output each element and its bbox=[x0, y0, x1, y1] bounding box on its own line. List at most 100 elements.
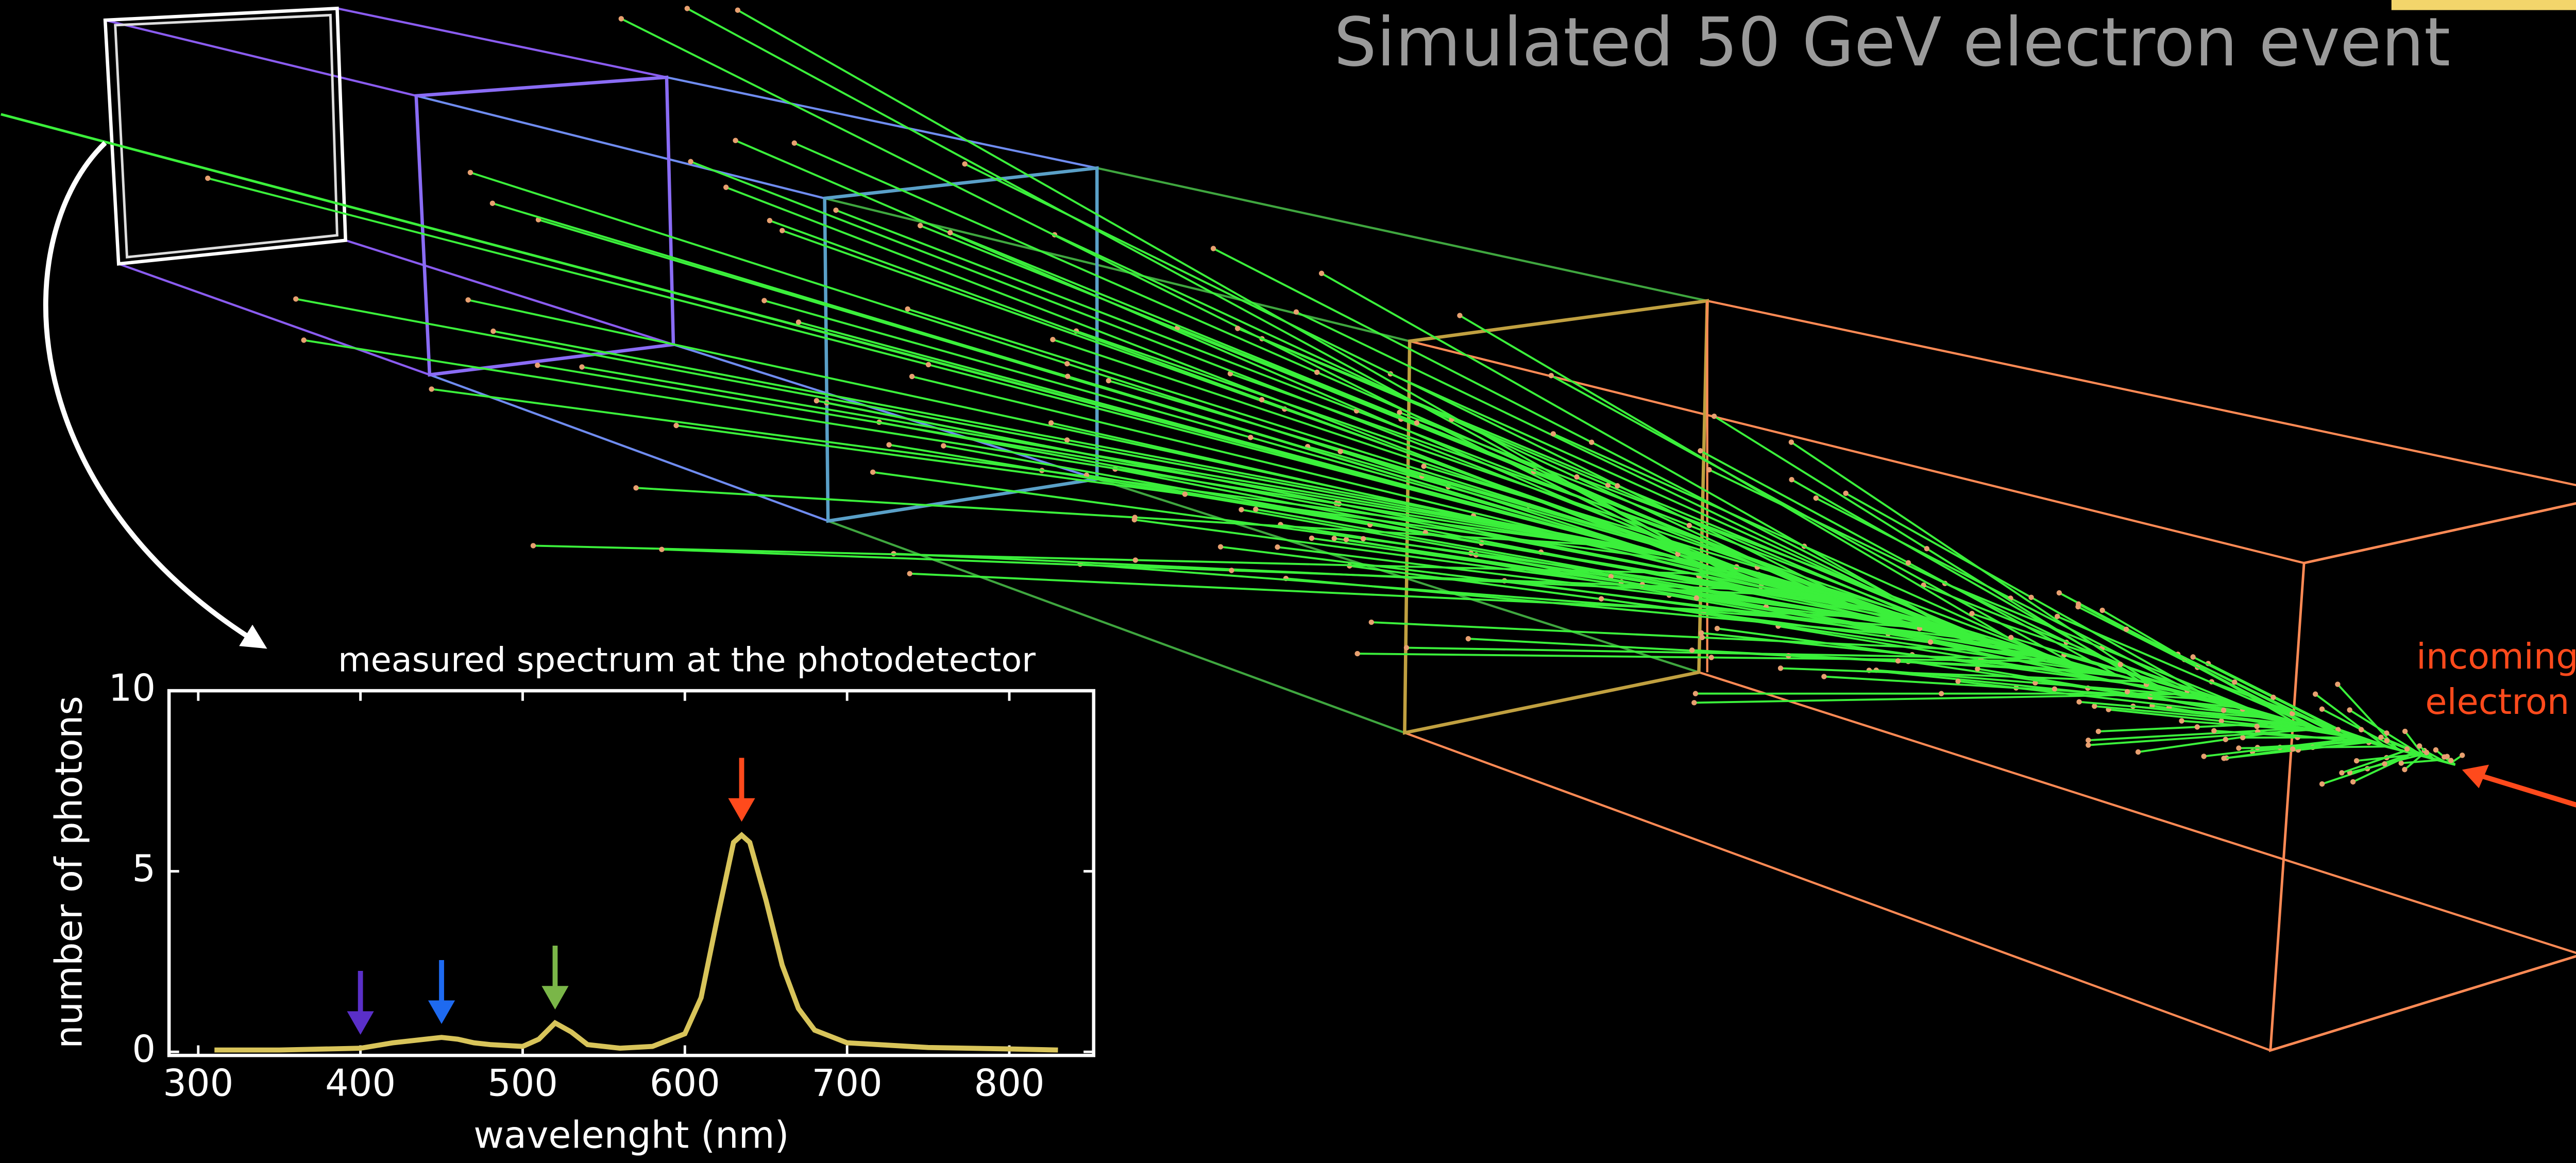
hit bbox=[2124, 627, 2129, 632]
hit bbox=[1314, 370, 1319, 375]
hit bbox=[535, 363, 540, 368]
hit bbox=[1928, 639, 1933, 644]
hit bbox=[468, 170, 473, 175]
hit bbox=[767, 218, 772, 223]
hit bbox=[1457, 313, 1462, 318]
hit bbox=[688, 159, 693, 164]
hit bbox=[1711, 414, 1717, 419]
hit bbox=[2190, 654, 2195, 659]
hit bbox=[1182, 491, 1188, 497]
hit bbox=[2319, 781, 2325, 786]
hit bbox=[2236, 745, 2241, 750]
x-axis-label: wavelenght (nm) bbox=[473, 1114, 789, 1157]
annotation: electron bbox=[2425, 681, 2569, 723]
hit bbox=[579, 364, 584, 369]
annotation: incoming bbox=[2416, 636, 2576, 677]
hit bbox=[2232, 679, 2237, 685]
hit bbox=[761, 298, 767, 303]
hit bbox=[2290, 746, 2295, 751]
hit bbox=[1050, 337, 1055, 342]
hit bbox=[2350, 779, 2355, 784]
hit bbox=[1294, 309, 1299, 314]
hit bbox=[1969, 611, 1974, 616]
hit bbox=[2179, 718, 2184, 723]
hit bbox=[2402, 767, 2407, 772]
hit bbox=[1466, 636, 1471, 641]
hit bbox=[1259, 397, 1264, 402]
hit bbox=[1615, 483, 1620, 488]
hit bbox=[2221, 756, 2226, 761]
hit bbox=[1549, 373, 1554, 378]
hit bbox=[1048, 420, 1054, 425]
hit bbox=[1064, 437, 1070, 442]
hit bbox=[723, 184, 728, 190]
hit bbox=[2028, 595, 2033, 600]
hit bbox=[926, 362, 931, 367]
hit bbox=[779, 228, 785, 233]
x-tick-label: 300 bbox=[163, 1061, 233, 1104]
hit bbox=[2445, 754, 2450, 759]
hit bbox=[1064, 361, 1070, 366]
hit bbox=[1694, 595, 1699, 601]
hit bbox=[918, 223, 923, 228]
hit bbox=[531, 543, 536, 548]
hit bbox=[1843, 491, 1848, 496]
hit bbox=[1332, 536, 1337, 541]
hit bbox=[1698, 448, 1703, 453]
hit bbox=[2057, 590, 2062, 595]
hit bbox=[2460, 752, 2465, 758]
hit bbox=[1421, 464, 1426, 469]
x-tick-label: 800 bbox=[974, 1061, 1045, 1104]
hit bbox=[2359, 727, 2364, 732]
hit bbox=[619, 16, 624, 21]
hit bbox=[1789, 477, 1794, 482]
hit bbox=[1211, 246, 1216, 251]
hit bbox=[2378, 734, 2383, 740]
hit bbox=[735, 8, 740, 13]
hit bbox=[796, 319, 801, 324]
page: Simulated 50 GeV electron event incoming… bbox=[0, 0, 2576, 1163]
hit bbox=[2313, 691, 2318, 696]
hit bbox=[1319, 271, 1324, 276]
hit bbox=[1589, 439, 1594, 444]
hit bbox=[1574, 474, 1579, 480]
hit bbox=[2319, 707, 2325, 712]
hit bbox=[1106, 378, 1111, 383]
hit bbox=[1309, 536, 1314, 541]
hit bbox=[2354, 758, 2359, 763]
hit bbox=[1414, 420, 1419, 425]
hit bbox=[2254, 724, 2259, 729]
x-tick-label: 500 bbox=[487, 1061, 558, 1104]
hit bbox=[2417, 743, 2422, 748]
hit bbox=[633, 485, 638, 490]
hit bbox=[205, 176, 210, 181]
hit bbox=[490, 201, 495, 206]
plot-frame bbox=[169, 691, 1094, 1055]
hit bbox=[1065, 373, 1070, 379]
hit bbox=[1821, 674, 1826, 679]
hit bbox=[907, 571, 912, 576]
hit bbox=[941, 443, 946, 448]
hit bbox=[1229, 568, 1234, 573]
hit bbox=[659, 547, 664, 552]
hit bbox=[2076, 602, 2081, 607]
hit bbox=[2339, 770, 2344, 775]
hit bbox=[2335, 681, 2340, 687]
chart-title: measured spectrum at the photodetector bbox=[338, 641, 1036, 680]
hit bbox=[870, 470, 875, 475]
hit bbox=[1789, 439, 1794, 444]
hit bbox=[293, 296, 298, 301]
y-axis-label: number of photons bbox=[47, 696, 90, 1049]
hit bbox=[1239, 507, 1244, 512]
hit bbox=[2384, 738, 2389, 743]
hit bbox=[2402, 729, 2408, 734]
hit bbox=[1132, 515, 1138, 520]
hit bbox=[2448, 758, 2453, 763]
hit bbox=[1700, 635, 1705, 640]
hit bbox=[1699, 630, 1704, 636]
hit bbox=[2223, 737, 2228, 742]
hit bbox=[1715, 626, 1720, 631]
x-tick-label: 700 bbox=[812, 1061, 883, 1104]
hit bbox=[833, 208, 838, 213]
hit bbox=[2195, 724, 2200, 729]
